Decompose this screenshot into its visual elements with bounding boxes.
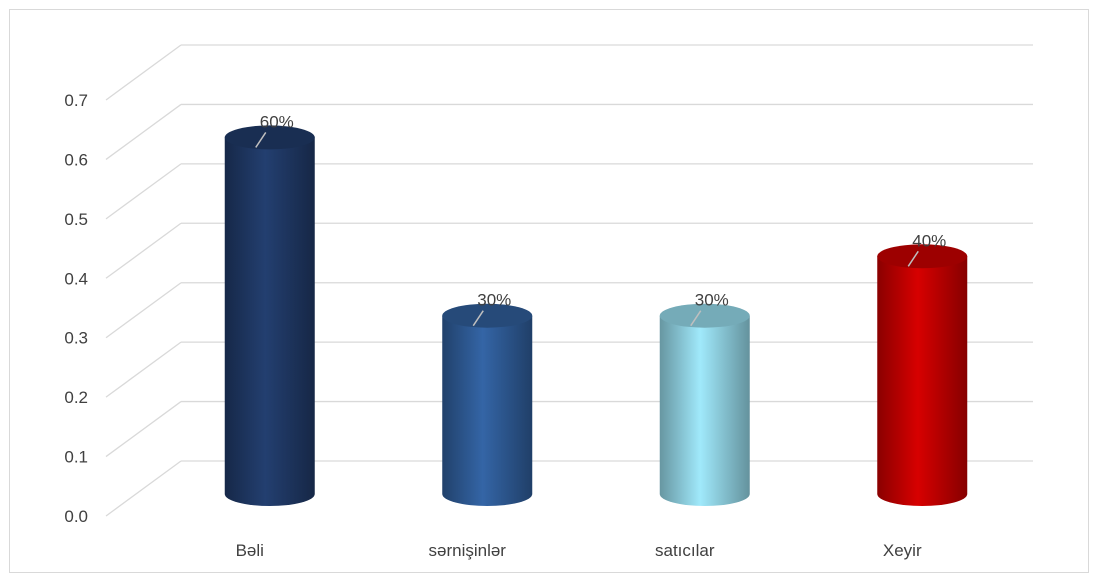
chart-area: 0.0 0.1 0.2 0.3 0.4 0.5 0.6 0.7 60% 30% 30% 40% Bə… [9,9,1089,573]
data-label: 60% [260,112,294,131]
y-tick-label: 0.7 [64,91,88,110]
bar [877,256,968,507]
category-label: Xeyir [883,541,922,560]
y-tick-label: 0.3 [64,329,88,348]
gridlines [105,44,1033,517]
gridline-depth [105,341,182,398]
bar [224,137,315,507]
gridline-depth [105,163,182,220]
category-label: satıcılar [655,541,715,560]
gridline-depth [105,460,182,517]
bar-top [224,125,315,150]
bar-top [442,303,533,328]
data-label-leader [472,310,484,327]
bar-top [877,244,968,269]
bar-chart: 0.0 0.1 0.2 0.3 0.4 0.5 0.6 0.7 60% 30% 30% 40% Bə… [64,44,1033,560]
data-labels: 60% 30% 30% 40% [255,112,946,327]
y-tick-label: 0.0 [64,507,88,526]
gridline-depth [105,222,182,279]
data-label: 30% [477,291,511,310]
gridline-depth [105,103,182,160]
gridline-depth [105,44,182,101]
y-tick-label: 0.5 [64,210,88,229]
category-label: sərnişinlər [429,541,507,560]
bar [442,315,533,507]
gridline-depth [105,401,182,458]
x-axis-categories: Bəli sərnişinlər satıcılar Xeyir [236,541,922,560]
data-label-leader [907,250,919,267]
category-label: Bəli [236,541,264,560]
data-label-leader [255,132,267,148]
y-tick-label: 0.2 [64,388,88,407]
data-label: 40% [912,231,946,250]
data-label: 30% [695,291,729,310]
data-label-leader [690,310,702,327]
y-tick-label: 0.4 [64,269,88,288]
y-tick-label: 0.6 [64,150,88,169]
y-tick-label: 0.1 [64,448,88,467]
bar [659,315,750,506]
gridline-depth [105,282,182,339]
bars [224,125,968,507]
bar-top [659,303,750,328]
y-axis-ticks: 0.0 0.1 0.2 0.3 0.4 0.5 0.6 0.7 [64,91,88,526]
